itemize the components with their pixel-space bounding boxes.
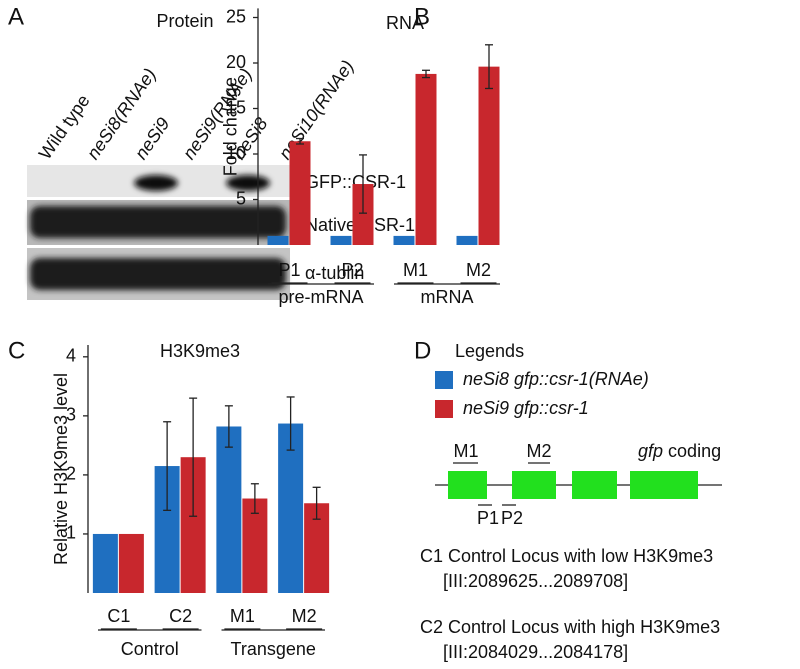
error-bar [312,486,321,520]
bar [267,235,289,245]
y-tick-label: 10 [226,143,246,163]
error-bar [163,421,172,511]
chart-title: H3K9me3 [160,341,240,361]
amplicon-label: P1 [477,508,499,528]
y-tick-label: 4 [66,346,76,366]
bar [242,498,268,593]
locus-coordinates: [III:2084029...2084178] [443,642,628,662]
y-tick-label: 25 [226,6,246,26]
x-tick-label: M1 [403,260,428,280]
error-bar [286,396,295,451]
bar [478,66,500,245]
error-bar [485,44,493,90]
x-tick-label: M1 [230,606,255,626]
x-tick-label: M2 [466,260,491,280]
gene-name: gfp [638,441,663,461]
amplicon-label: P2 [501,508,523,528]
panel-label: C [8,337,25,364]
band [226,175,270,191]
legend-swatch [435,400,453,418]
lane-label: neSi9 [131,114,174,163]
y-axis-label: Fold change [221,77,241,176]
locus-name: C1 [420,546,443,566]
panel-label: A [8,3,24,30]
bar [118,533,144,593]
bar [456,235,478,245]
legend-label: neSi9 gfp::csr-1 [463,398,589,418]
row-label: α-tublin [305,263,364,283]
exon [572,471,617,499]
error-bar [359,154,367,214]
amplicon-label: M1 [453,441,478,461]
bar [415,73,437,245]
band [30,206,286,238]
exon [630,471,698,499]
bar [216,426,242,593]
bar [352,184,374,245]
locus-line: C1 Control Locus with low H3K9me3 [420,546,713,566]
exon [448,471,487,499]
bar [289,141,311,245]
x-tick-label: P2 [341,260,363,280]
group-label: Transgene [231,639,316,659]
bar [330,235,352,245]
panel-label: B [414,3,430,30]
chart-title: RNA [386,13,424,33]
y-tick-label: 20 [226,52,246,72]
gene-diagram: M1 M2 P1 P2 gfp coding [435,441,722,528]
legend-swatch [435,371,453,389]
x-tick-label: C2 [169,606,192,626]
gene-label: gfp coding [638,441,721,461]
group-label: pre-mRNA [278,287,363,307]
y-tick-label: 1 [66,523,76,543]
x-tick-label: M2 [292,606,317,626]
gene-part: coding [668,441,721,461]
amplicon-label: M2 [526,441,551,461]
group-label: Control [121,639,179,659]
locus-description: Control Locus with low H3K9me3 [448,546,713,566]
panel-label: D [414,337,431,364]
lane-label: neSi10(RNAe) [275,56,358,163]
bar [278,423,304,593]
x-tick-label: P1 [278,260,300,280]
error-bar [422,69,430,79]
row-label: GFP::CSR-1 [305,172,406,192]
blot-title: Protein [156,11,213,31]
locus-description: Control Locus with high H3K9me3 [448,617,720,637]
y-tick-label: 3 [66,405,76,425]
y-tick-label: 2 [66,464,76,484]
locus-coordinates: [III:2089625...2089708] [443,571,628,591]
error-bar [224,405,233,448]
y-tick-label: 5 [236,188,246,208]
error-bar [189,397,198,517]
bar [393,235,415,245]
exon [512,471,556,499]
x-tick-label: C1 [107,606,130,626]
locus-line: C2 Control Locus with high H3K9me3 [420,617,720,637]
legend-title: Legends [455,341,524,361]
error-bar [250,483,259,514]
bar [92,533,118,593]
band [30,258,286,290]
y-tick-label: 15 [226,97,246,117]
group-label: mRNA [421,287,474,307]
error-bar [296,137,304,145]
locus-name: C2 [420,617,443,637]
legend-label: neSi8 gfp::csr-1(RNAe) [463,369,649,389]
blot [27,165,290,300]
y-axis-label: Relative H3K9me3 level [51,373,71,565]
band [134,175,178,191]
